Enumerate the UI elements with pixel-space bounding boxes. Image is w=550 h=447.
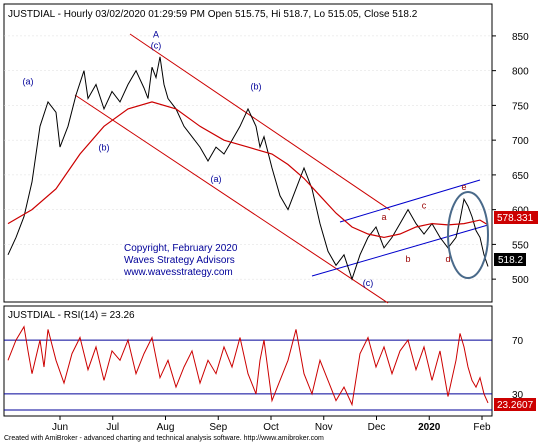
wave-label: (a) [23,77,34,87]
x-tick-label: Oct [263,422,279,433]
trend-lines [74,33,489,304]
ma-value-tag: 578.331 [494,211,538,224]
price-panel-frame [3,3,493,303]
wave-label: d [445,254,450,264]
rsi-tick-label: 70 [512,336,524,347]
price-tick-label: 500 [512,275,529,286]
price-tick-label: 850 [512,32,529,43]
wave-label: a [381,212,386,222]
price-tick-label: 800 [512,67,529,78]
wave-label: (c) [151,40,162,50]
x-tick-label: Dec [368,422,386,433]
downtrend-channel-lower [74,94,389,304]
rsi-value-tag: 23.2607 [494,398,536,411]
moving-average-line [7,101,489,239]
copyright-line-1: Copyright, February 2020 [124,243,238,254]
x-tick-label: Jul [106,422,119,433]
rsi-axis-group: 30 70 [4,336,524,411]
wave-label: (b) [99,143,110,153]
wave-label: (b) [251,81,262,91]
x-tick-label: Nov [315,422,333,433]
x-tick-label: Aug [157,422,175,433]
price-tick-label: 750 [512,101,529,112]
last-price-label: 518.2 [498,255,523,266]
rsi-panel-header: JUSTDIAL - RSI(14) = 23.26 [8,310,135,321]
x-tick-label: Sep [209,422,227,433]
x-axis-group: Jun Jul Aug Sep Oct Nov Dec 2020 Feb [52,416,491,433]
footer-credit: Created with AmiBroker - advanced charti… [4,435,324,442]
x-tick-label: Feb [473,422,491,433]
price-tick-label: 700 [512,136,529,147]
downtrend-channel-upper [129,33,391,211]
wave-label: b [405,254,410,264]
wave-label: (c) [363,278,374,288]
wave-label: e [461,182,466,192]
rsi-series-group [7,325,489,407]
highlight-ellipse [447,191,489,279]
uptrend-channel-upper [339,179,481,223]
x-tick-label: 2020 [418,422,441,433]
price-tick-label: 650 [512,171,529,182]
x-tick-label: Jun [52,422,68,433]
copyright-line-3: www.wavesstrategy.com [123,267,233,278]
wave-label: (a) [211,174,222,184]
wave-label: c [422,200,427,210]
price-series-group [7,56,489,281]
copyright-line-2: Waves Strategy Advisors [124,255,235,266]
ma-value-label: 578.331 [497,213,534,224]
price-line [7,56,489,281]
wave-label: A [153,29,159,39]
rsi-value-label: 23.2607 [497,400,534,411]
uptrend-channel-lower [311,224,489,277]
rsi-tick-label: 30 [512,390,524,401]
rsi-line [7,325,489,407]
last-price-tag: 518.2 [494,253,526,266]
price-panel-header: JUSTDIAL - Hourly 03/02/2020 01:29:59 PM… [8,9,418,20]
price-tick-label: 550 [512,240,529,251]
